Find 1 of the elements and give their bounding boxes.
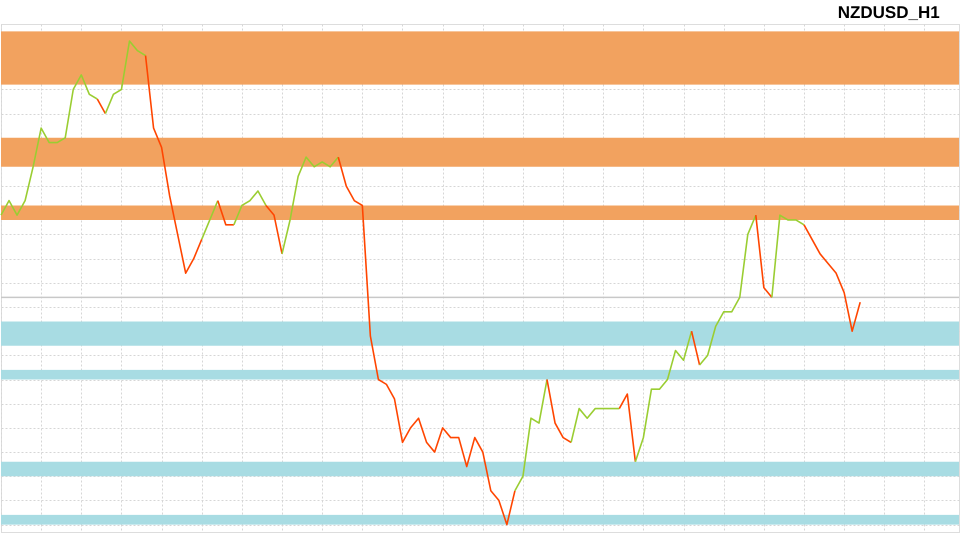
chart-title: NZDUSD_H1 (838, 3, 940, 22)
